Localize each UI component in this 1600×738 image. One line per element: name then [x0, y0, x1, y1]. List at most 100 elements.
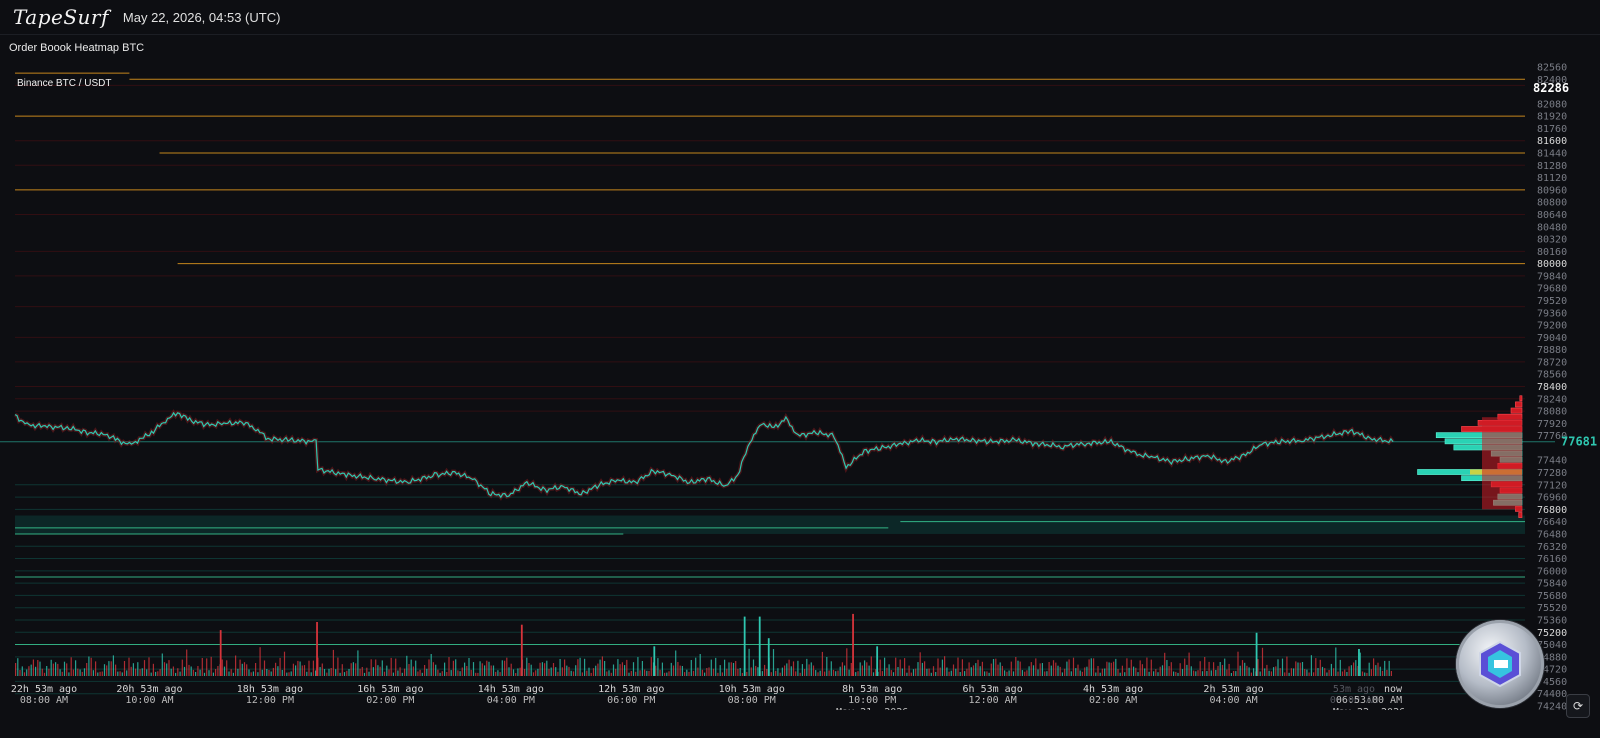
volume-bar [150, 672, 152, 676]
volume-bar [228, 671, 230, 676]
volume-bar [30, 664, 32, 676]
volume-bar [572, 671, 575, 676]
volume-bar [99, 671, 101, 676]
volume-bar [1150, 659, 1152, 676]
volume-bar [808, 664, 810, 676]
volume-bar [588, 667, 590, 676]
volume-bar [770, 672, 772, 676]
volume-bar [1321, 666, 1324, 676]
volume-bar [752, 659, 755, 676]
volume-bar [430, 654, 432, 676]
price-tick-label: 80800 [1537, 198, 1567, 209]
volume-bar [797, 660, 799, 676]
volume-bar [641, 661, 643, 676]
volume-bar [1081, 671, 1083, 676]
volume-bar [441, 671, 443, 676]
volume-bar [1097, 666, 1099, 676]
price-tick-label: 75200 [1537, 628, 1567, 639]
price-tick-label: 74720 [1537, 665, 1567, 676]
volume-bar [557, 671, 559, 676]
volume-bar [1297, 662, 1299, 676]
volume-bar [948, 671, 950, 676]
reset-view-button[interactable]: ⟳ [1566, 694, 1590, 718]
volume-bar [499, 672, 501, 676]
volume-bar [792, 661, 795, 676]
volume-bar [1019, 661, 1021, 676]
volume-bar [1384, 660, 1386, 676]
volume-bar [844, 665, 846, 676]
volume-bar [950, 670, 952, 676]
volume-bar [437, 669, 439, 676]
time-tick-label: 2h 53m ago [1203, 684, 1263, 695]
volume-bar [1226, 669, 1228, 676]
volume-bar [86, 663, 88, 676]
volume-bar [701, 669, 703, 676]
volume-bar [899, 659, 901, 676]
price-tick-label: 80640 [1537, 210, 1567, 221]
volume-bar [815, 670, 817, 676]
volume-bar [888, 664, 890, 676]
volume-bar [788, 659, 790, 676]
volume-bar [221, 659, 223, 676]
volume-bar [152, 663, 154, 676]
price-tick-label: 78720 [1537, 357, 1567, 368]
volume-bar [1166, 660, 1168, 676]
volume-bar [468, 658, 470, 676]
volume-bar [357, 650, 359, 676]
time-tick-sublabel: 02:00 AM [1089, 695, 1137, 706]
volume-bar [57, 663, 59, 676]
volume-bar [1337, 671, 1339, 676]
volume-bar [904, 658, 906, 676]
volume-bar [721, 672, 723, 676]
price-line [14, 411, 1394, 499]
volume-bar [1237, 651, 1239, 676]
volume-bar [850, 663, 852, 676]
volume-bar [455, 659, 457, 676]
heatmap-chart[interactable]: 82560 82400 82080 81920 81760 81600 81440 81280… [0, 60, 1600, 710]
volume-bar [470, 669, 472, 676]
volume-bar [479, 661, 481, 676]
app-logo[interactable]: TapeSurf [13, 5, 109, 29]
time-tick-sublabel: 06:00 PM [607, 695, 655, 706]
volume-bar [1173, 671, 1175, 676]
volume-bar [501, 660, 503, 676]
volume-bar [1217, 665, 1219, 676]
volume-bar [632, 662, 635, 676]
volume-bar [699, 654, 701, 676]
volume-bar [1364, 672, 1366, 676]
volume-bar [246, 664, 248, 676]
volume-bar [506, 657, 508, 676]
volume-bar [203, 672, 206, 676]
volume-bar [128, 657, 130, 676]
volume-spike [1255, 632, 1258, 676]
volume-bar [1148, 671, 1150, 676]
volume-bar [644, 669, 646, 676]
volume-bar [435, 664, 437, 676]
volume-bar [1099, 672, 1101, 676]
volume-bar [163, 662, 166, 676]
volume-bar [1032, 665, 1035, 676]
volume-bar [875, 669, 877, 676]
volume-bar [226, 660, 228, 676]
volume-bar [177, 668, 179, 676]
volume-bar [388, 669, 390, 676]
volume-bar [70, 657, 72, 676]
volume-bar [450, 670, 452, 676]
volume-bar [1052, 660, 1055, 676]
volume-bar [337, 657, 339, 676]
volume-bar [1012, 671, 1015, 676]
volume-bar [15, 663, 17, 676]
volume-bar [601, 656, 603, 676]
volume-bar [686, 669, 688, 676]
volume-bar [992, 659, 995, 676]
price-tick-label: 78240 [1537, 394, 1567, 405]
volume-bar [1313, 672, 1315, 676]
volume-bar [775, 670, 777, 676]
volume-bar [1370, 669, 1372, 676]
volume-bar [39, 661, 41, 676]
volume-bar [1197, 670, 1199, 676]
volume-bar [704, 672, 706, 676]
volume-bar [1084, 667, 1086, 676]
volume-bar [492, 665, 495, 676]
